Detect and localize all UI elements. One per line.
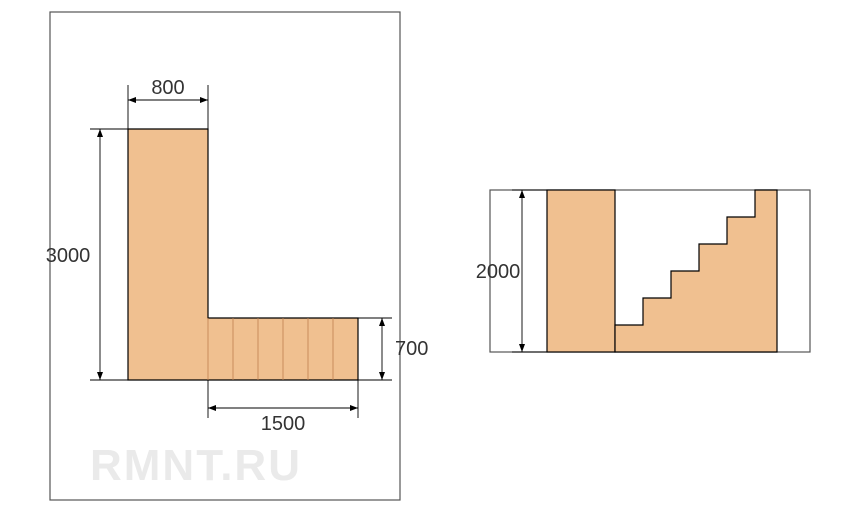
svg-text:3000: 3000 xyxy=(46,245,91,267)
plan-frame xyxy=(50,12,400,500)
dim-700-label: 700 xyxy=(395,338,428,360)
plan-l-shape xyxy=(128,129,358,380)
dim-1500-label: 1500 xyxy=(261,413,306,435)
plan-view: 800 3000 3000 700 xyxy=(46,12,429,500)
watermark-text: RMNT.RU xyxy=(90,441,302,490)
dim-3000: 3000 3000 xyxy=(46,129,128,380)
dim-800: 800 xyxy=(128,77,208,129)
elevation-view: 2000 xyxy=(476,190,810,352)
dim-700: 700 xyxy=(358,318,428,380)
dim-1500: 1500 xyxy=(208,380,358,435)
dim-800-label: 800 xyxy=(151,77,184,99)
dim-2000: 2000 xyxy=(476,190,547,352)
elevation-stairs xyxy=(615,190,777,352)
dim-2000-label: 2000 xyxy=(476,261,521,283)
drawing-canvas: 800 3000 3000 700 xyxy=(0,0,850,508)
elevation-column xyxy=(547,190,615,352)
